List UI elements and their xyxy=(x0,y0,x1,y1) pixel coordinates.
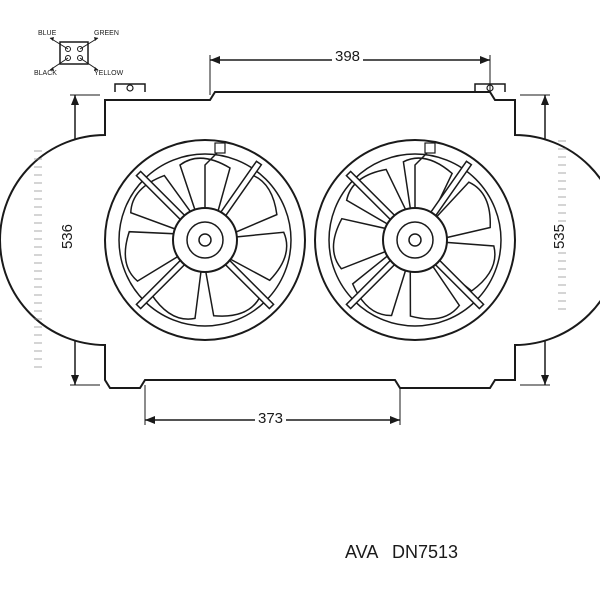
dim-right-value: 535 xyxy=(548,224,571,249)
connector-icon xyxy=(50,37,98,71)
connector-label-br: YELLOW xyxy=(94,70,123,77)
brand-label: AVA xyxy=(345,542,378,563)
connector-label-tr: GREEN xyxy=(94,30,119,37)
dim-left-value: 536 xyxy=(56,224,79,249)
fan-right xyxy=(315,140,515,340)
connector-label-tl: BLUE xyxy=(38,30,56,37)
connector-label-bl: BLACK xyxy=(34,70,57,77)
dim-bottom-value: 373 xyxy=(255,410,286,427)
fan-left xyxy=(105,140,305,340)
part-number: DN7513 xyxy=(392,542,458,563)
dim-top-value: 398 xyxy=(332,48,363,65)
